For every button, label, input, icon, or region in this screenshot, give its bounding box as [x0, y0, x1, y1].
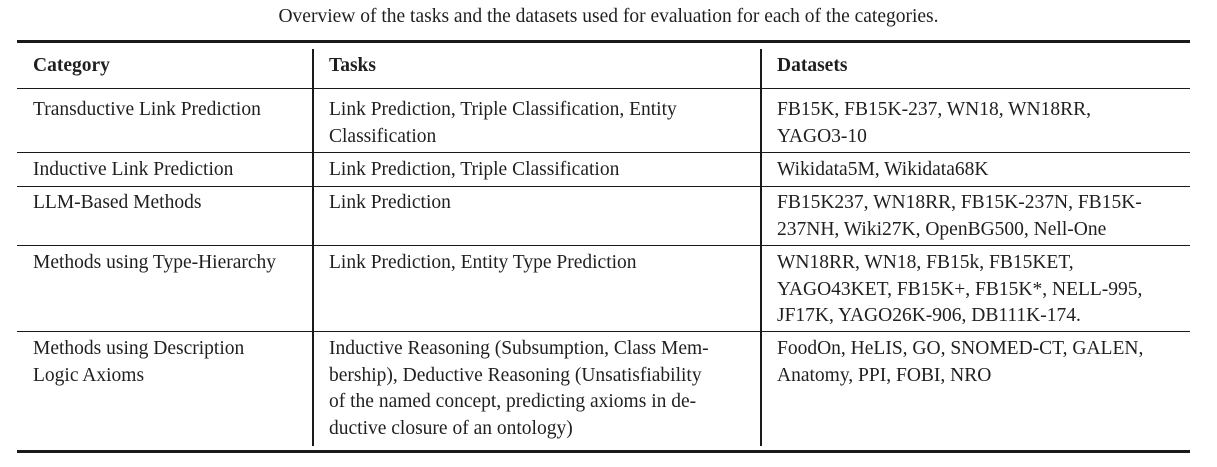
header-rule — [17, 88, 1190, 90]
table-row-2-category: Inductive Link Prediction — [33, 159, 234, 180]
table-row-1-tasks: Link Prediction, Triple Classification, … — [329, 99, 677, 147]
header-datasets: Datasets — [777, 55, 848, 76]
table-row-4-category: Methods using Type-Hierarchy — [33, 252, 277, 273]
row-rule-3 — [17, 245, 1190, 247]
table-row-4-tasks: Link Prediction, Entity Type Prediction — [329, 252, 637, 273]
table-row-1-category: Transductive Link Prediction — [33, 99, 261, 120]
row-rule-2 — [17, 186, 1190, 188]
table-row-1-datasets: FB15K, FB15K-237, WN18, WN18RR, YAGO3-10 — [777, 99, 1092, 147]
table-row-2-tasks: Link Prediction, Triple Classification — [329, 159, 620, 180]
table-row-5-tasks: Inductive Reasoning (Subsumption, Class … — [329, 338, 709, 439]
overview-table: Category Tasks Datasets Transductive Lin… — [17, 40, 1190, 454]
row-rule-1 — [17, 152, 1190, 154]
table-row-3-tasks: Link Prediction — [329, 192, 451, 213]
bottom-rule — [17, 450, 1190, 453]
top-rule — [17, 40, 1190, 43]
table-row-4-datasets: WN18RR, WN18, FB15k, FB15KET, YAGO43KET,… — [777, 252, 1143, 326]
table-row-5-category: Methods using Description Logic Axioms — [33, 338, 245, 386]
table-row-3-category: LLM-Based Methods — [33, 192, 202, 213]
row-rule-4 — [17, 331, 1190, 333]
header-tasks: Tasks — [329, 55, 376, 76]
column-divider-1 — [312, 49, 314, 446]
table-row-2-datasets: Wikidata5M, Wikidata68K — [777, 159, 989, 180]
header-category: Category — [33, 55, 110, 76]
table-row-5-datasets: FoodOn, HeLIS, GO, SNOMED-CT, GALEN, Ana… — [777, 338, 1144, 386]
table-row-3-datasets: FB15K237, WN18RR, FB15K-237N, FB15K- 237… — [777, 192, 1142, 240]
column-divider-2 — [760, 49, 762, 446]
table-caption: Overview of the tasks and the datasets u… — [278, 6, 939, 27]
